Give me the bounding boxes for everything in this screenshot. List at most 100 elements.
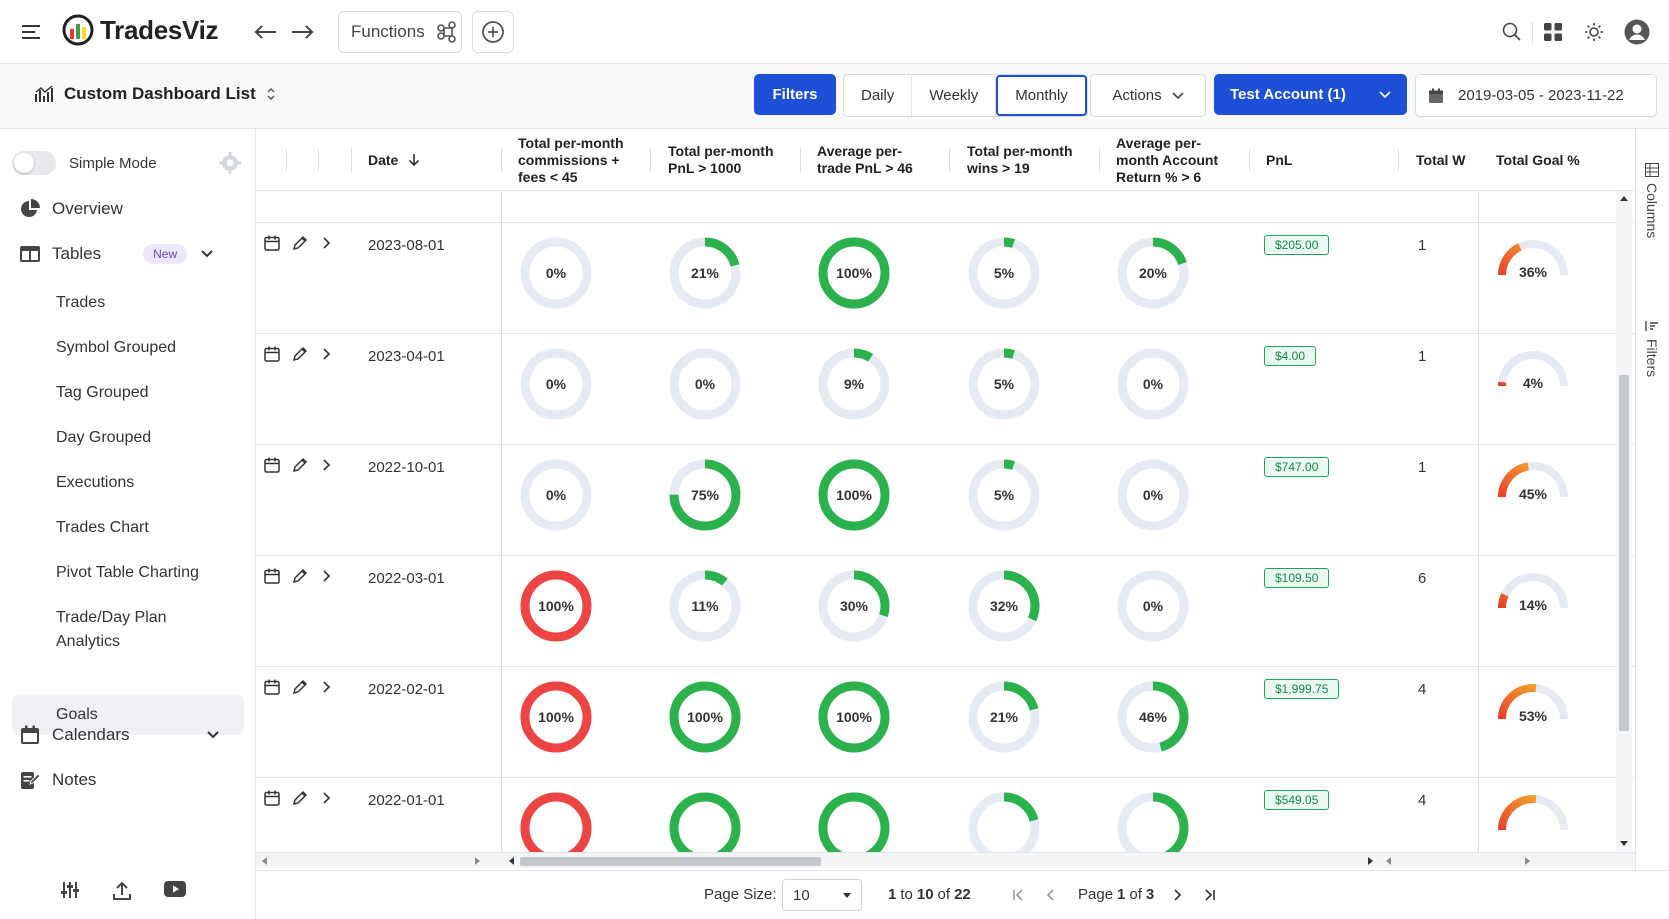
edit-pencil-icon[interactable]: [292, 568, 308, 584]
chevron-down-icon[interactable]: [201, 250, 213, 258]
edit-pencil-icon[interactable]: [292, 679, 308, 695]
columns-icon: [1645, 163, 1659, 177]
table-body: 2023-08-01 0% 21% 100% 5% 20% $205.00 1 36% 2023-…: [256, 191, 1635, 852]
calendar-icon[interactable]: [264, 457, 280, 473]
sidebar-item-tag-grouped[interactable]: Tag Grouped: [56, 384, 149, 401]
scroll-left-icon[interactable]: [1386, 857, 1391, 865]
total-wins-value: 6: [1418, 570, 1427, 587]
row-range-summary: 1 to 10 of 22: [888, 886, 971, 903]
edit-pencil-icon[interactable]: [292, 346, 308, 362]
calendar-icon[interactable]: [264, 235, 280, 251]
horizontal-scroll-thumb[interactable]: [520, 857, 821, 866]
goal-donut-goal-wins: 21%: [968, 681, 1040, 753]
functions-button[interactable]: Functions: [338, 11, 462, 53]
chevron-right-icon[interactable]: [320, 457, 334, 473]
page-size-select[interactable]: 10: [782, 879, 862, 911]
sidebar-item-trades[interactable]: Trades: [56, 294, 106, 311]
total-goal-gauge: 53%: [1498, 684, 1568, 724]
calendar-icon[interactable]: [264, 346, 280, 362]
filters-panel-tab[interactable]: Filters: [1644, 319, 1660, 377]
apps-grid-icon[interactable]: [1541, 20, 1565, 44]
sidebar-item-tables[interactable]: Tables New: [12, 244, 244, 264]
back-arrow-icon[interactable]: [252, 20, 278, 44]
sidebar-item-notes[interactable]: Notes: [12, 770, 244, 790]
youtube-icon[interactable]: [164, 881, 186, 901]
add-button[interactable]: [472, 11, 514, 53]
brand-logo[interactable]: TradesViz: [62, 14, 219, 46]
column-separator: [501, 149, 502, 171]
sidebar-item-day-grouped[interactable]: Day Grouped: [56, 429, 152, 446]
sidebar-item-executions[interactable]: Executions: [56, 474, 135, 491]
column-header-total-wins[interactable]: Total W: [1416, 151, 1466, 168]
chevron-right-icon[interactable]: [320, 346, 334, 362]
edit-pencil-icon[interactable]: [292, 457, 308, 473]
calendar-icon[interactable]: [264, 790, 280, 806]
sort-updown-icon: [267, 87, 275, 101]
columns-panel-tab[interactable]: Columns: [1644, 163, 1660, 238]
sidebar-item-trades-chart[interactable]: Trades Chart: [56, 519, 149, 536]
next-page-icon[interactable]: [1174, 889, 1182, 901]
period-monthly-button[interactable]: Monthly: [996, 75, 1087, 116]
account-selector[interactable]: Test Account (1): [1214, 74, 1407, 115]
forward-arrow-icon[interactable]: [290, 20, 316, 44]
period-daily-button[interactable]: Daily: [844, 75, 913, 116]
column-header-date[interactable]: Date: [368, 129, 420, 191]
filters-button[interactable]: Filters: [754, 74, 836, 115]
edit-pencil-icon[interactable]: [292, 235, 308, 251]
total-goal-gauge: 45%: [1498, 462, 1568, 502]
sidebar: Simple Mode Overview Tables New Trades S…: [0, 129, 256, 919]
column-header-goal-account-return[interactable]: Average per-month Account Return % > 6: [1116, 129, 1246, 191]
horizontal-scrollbar[interactable]: [256, 852, 1635, 868]
chevron-down-icon[interactable]: [206, 731, 219, 739]
simple-mode-toggle[interactable]: [12, 151, 56, 175]
goal-donut-goal-commissions: [520, 792, 592, 852]
column-header-goal-commissions[interactable]: Total per-month commissions + fees < 45: [518, 129, 648, 191]
column-header-pnl[interactable]: PnL: [1266, 151, 1293, 168]
calendar-icon[interactable]: [264, 679, 280, 695]
scroll-left-icon[interactable]: [262, 857, 267, 865]
sidebar-item-trade-day-plan-analytics[interactable]: Trade/Day Plan Analytics: [56, 606, 167, 654]
period-weekly-button[interactable]: Weekly: [912, 75, 997, 116]
vertical-scrollbar[interactable]: [1616, 191, 1632, 851]
actions-dropdown[interactable]: Actions: [1090, 74, 1206, 117]
sliders-icon[interactable]: [60, 881, 80, 901]
chevron-right-icon[interactable]: [320, 790, 334, 806]
dashboard-selector[interactable]: Custom Dashboard List: [34, 84, 276, 104]
sidebar-item-goals[interactable]: Goals: [12, 695, 244, 735]
calendar-icon[interactable]: [264, 568, 280, 584]
donut-percent-label: 0%: [546, 265, 567, 281]
scroll-down-icon[interactable]: [1620, 841, 1628, 847]
edit-pencil-icon[interactable]: [292, 790, 308, 806]
upload-icon[interactable]: [112, 881, 132, 901]
chevron-right-icon[interactable]: [320, 235, 334, 251]
previous-page-icon[interactable]: [1046, 889, 1054, 901]
search-icon[interactable]: [1500, 20, 1524, 44]
column-header-total-goal[interactable]: Total Goal %: [1496, 151, 1580, 168]
first-page-icon[interactable]: [1012, 889, 1024, 901]
donut-track: [1117, 459, 1189, 531]
sidebar-item-pivot-table-charting[interactable]: Pivot Table Charting: [56, 564, 199, 581]
sidebar-item-overview[interactable]: Overview: [12, 199, 244, 219]
chevron-right-icon[interactable]: [320, 679, 334, 695]
column-header-goal-wins[interactable]: Total per-month wins > 19: [967, 129, 1097, 191]
vertical-scroll-thumb[interactable]: [1619, 375, 1629, 731]
columns-tab-label: Columns: [1644, 183, 1660, 239]
donut-percent-label: 75%: [691, 487, 720, 503]
user-avatar-icon[interactable]: [1622, 17, 1652, 47]
last-page-icon[interactable]: [1204, 889, 1216, 901]
scroll-left-icon[interactable]: [509, 857, 514, 865]
column-header-goal-pnl[interactable]: Total per-month PnL > 1000: [668, 129, 798, 191]
scroll-right-icon[interactable]: [1525, 857, 1530, 865]
sidebar-item-symbol-grouped[interactable]: Symbol Grouped: [56, 339, 177, 356]
scroll-up-icon[interactable]: [1620, 195, 1628, 201]
date-range-picker[interactable]: 2019-03-05 - 2023-11-22: [1415, 74, 1657, 117]
chevron-right-icon[interactable]: [320, 568, 334, 584]
scroll-right-icon[interactable]: [475, 857, 480, 865]
gear-icon[interactable]: [219, 152, 241, 174]
scroll-right-icon[interactable]: [1368, 857, 1373, 865]
sun-theme-icon[interactable]: [1582, 20, 1606, 44]
sidebar-item-calendars[interactable]: Calendars: [12, 725, 244, 745]
hamburger-menu-icon[interactable]: [20, 20, 44, 44]
column-header-goal-avg-trade-pnl[interactable]: Average per-trade PnL > 46: [817, 129, 947, 191]
donut-progress-arc: [968, 348, 1040, 420]
